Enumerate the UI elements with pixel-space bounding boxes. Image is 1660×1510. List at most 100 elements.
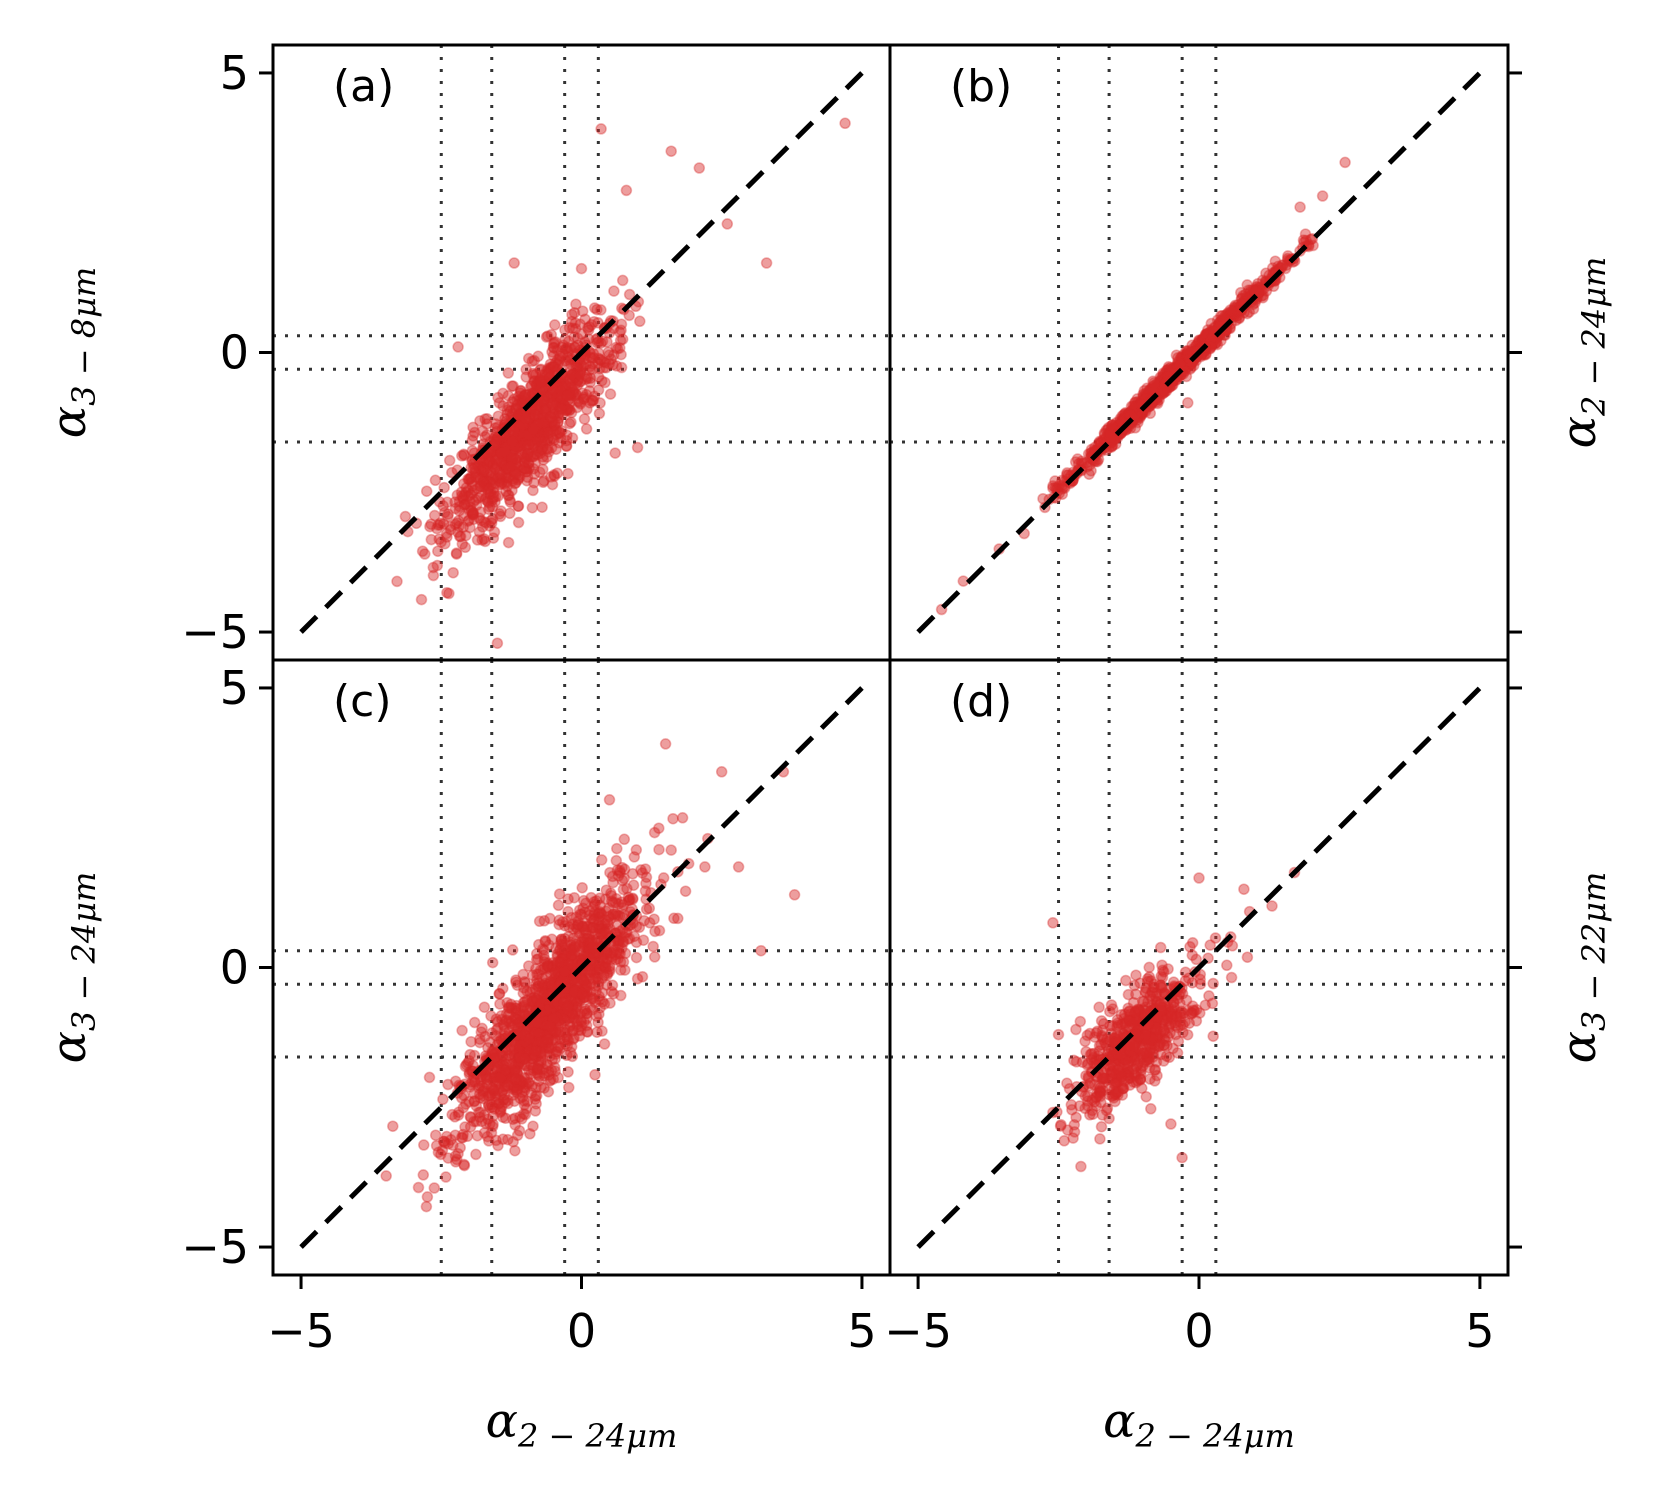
data-point: [522, 433, 534, 446]
data-point: [514, 421, 526, 434]
data-point: [623, 288, 636, 301]
data-point: [489, 490, 502, 503]
data-point: [578, 391, 590, 403]
data-point: [463, 504, 476, 517]
data-point: [1180, 362, 1193, 374]
data-point: [672, 912, 684, 925]
data-point-outlier: [631, 441, 644, 454]
data-point: [548, 469, 560, 481]
data-point: [530, 420, 543, 433]
data-point: [475, 460, 488, 473]
data-point: [458, 449, 471, 462]
data-point: [1132, 416, 1144, 429]
data-point: [533, 382, 545, 395]
data-point: [567, 374, 579, 386]
data-point: [499, 454, 511, 467]
data-point: [454, 530, 467, 543]
data-point: [497, 443, 509, 455]
data-point-outlier: [429, 1129, 442, 1141]
data-point: [1114, 413, 1126, 425]
data-point: [569, 323, 582, 335]
data-point: [515, 440, 527, 453]
data-point: [1183, 357, 1195, 370]
data-point: [560, 384, 573, 397]
data-point: [532, 445, 545, 458]
data-point: [1119, 407, 1132, 419]
data-point: [547, 956, 559, 969]
data-point: [1178, 359, 1191, 371]
data-point: [460, 498, 472, 510]
y-tick-label: −5: [181, 605, 249, 659]
y-axis-label-subscript: 3 − 24μm: [65, 872, 103, 1031]
data-point: [532, 434, 545, 447]
data-point: [478, 474, 490, 487]
data-point: [1157, 384, 1170, 397]
data-point: [1228, 309, 1240, 321]
data-point-outlier: [1339, 156, 1351, 169]
data-point: [505, 428, 518, 440]
data-point: [491, 453, 504, 466]
data-point: [539, 381, 552, 393]
data-point: [1132, 408, 1144, 420]
data-point: [1201, 328, 1214, 341]
data-point: [1127, 408, 1139, 421]
data-point: [1181, 359, 1193, 372]
data-point: [440, 1171, 452, 1183]
data-point: [516, 410, 529, 422]
data-point: [562, 467, 574, 480]
data-point: [472, 471, 484, 484]
data-point: [1119, 407, 1132, 420]
data-point: [585, 891, 597, 904]
data-point: [522, 389, 534, 401]
data-point: [518, 427, 530, 439]
data-point: [1176, 356, 1188, 369]
data-point: [428, 509, 441, 522]
data-point: [614, 964, 627, 976]
data-point: [534, 447, 547, 460]
data-point: [1196, 333, 1208, 346]
data-point: [510, 402, 522, 415]
data-point: [520, 439, 532, 452]
data-point: [1085, 1047, 1098, 1060]
data-point: [477, 1085, 489, 1098]
data-point: [539, 420, 551, 433]
data-point: [535, 427, 548, 439]
data-point: [523, 438, 536, 450]
data-point: [1207, 336, 1219, 349]
data-point: [635, 864, 647, 876]
data-point: [564, 392, 577, 405]
data-point: [493, 1057, 506, 1070]
data-point: [484, 501, 496, 513]
data-point: [537, 441, 549, 453]
data-point: [484, 470, 497, 483]
data-point: [518, 430, 530, 443]
data-point: [524, 427, 537, 440]
data-point: [565, 358, 577, 371]
data-point: [565, 369, 578, 381]
data-point: [489, 462, 502, 475]
data-point: [492, 391, 504, 404]
data-point: [471, 534, 484, 546]
data-point: [468, 1095, 481, 1107]
data-point: [1205, 335, 1218, 348]
data-point: [588, 390, 601, 403]
data-point: [584, 360, 596, 373]
data-point: [535, 381, 547, 393]
data-point: [531, 409, 544, 422]
data-point: [452, 1147, 464, 1160]
data-point: [521, 471, 534, 484]
data-point: [1203, 990, 1215, 1002]
data-point: [551, 950, 564, 963]
data-point: [676, 812, 689, 824]
data-point: [592, 352, 605, 365]
data-point: [1250, 284, 1262, 296]
data-point: [1061, 467, 1073, 479]
data-point: [520, 433, 532, 445]
data-point: [506, 434, 518, 447]
data-point: [457, 491, 469, 504]
data-point: [453, 504, 466, 517]
data-point: [1184, 941, 1196, 953]
data-point: [506, 435, 519, 448]
data-point: [1209, 337, 1222, 350]
data-point: [484, 485, 497, 497]
